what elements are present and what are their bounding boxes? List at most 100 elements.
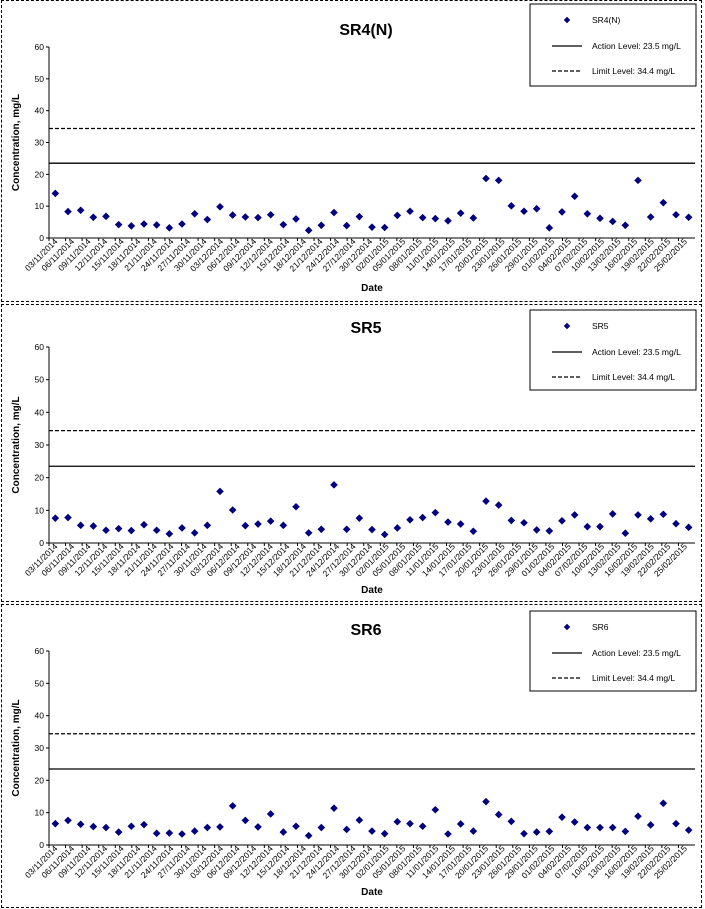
data-point (216, 203, 224, 211)
data-point (190, 210, 199, 218)
data-point (469, 827, 478, 835)
legend-box (529, 309, 697, 391)
data-point (190, 529, 199, 537)
data-point (431, 214, 440, 223)
data-point (570, 192, 579, 201)
data-point (266, 210, 275, 219)
data-point (431, 805, 440, 814)
data-point (76, 521, 85, 530)
data-point (570, 511, 579, 519)
data-point (342, 525, 351, 534)
data-point (469, 214, 478, 222)
x-axis-label: Date (361, 283, 383, 294)
data-point (165, 530, 174, 538)
legend-label-action: Action Level: 23.5 mg/L (592, 347, 681, 357)
y-tick-label: 30 (35, 743, 45, 753)
data-point (368, 223, 376, 231)
chart-title: SR6 (350, 622, 381, 639)
y-tick-label: 40 (35, 711, 45, 721)
y-axis-label: Concentration, mg/L (11, 699, 22, 796)
data-point (520, 207, 528, 216)
y-tick-label: 0 (39, 538, 44, 548)
data-point (165, 224, 174, 232)
data-point (127, 822, 136, 831)
data-point (254, 520, 262, 528)
legend-label-limit: Limit Level: 34.4 mg/L (592, 673, 675, 683)
y-tick-label: 40 (35, 407, 45, 417)
legend: SR6 Action Level: 23.5 mg/L Limit Level: 3… (529, 610, 697, 692)
data-point (659, 198, 668, 207)
data-point (165, 829, 174, 837)
data-point (646, 821, 655, 829)
data-point (114, 220, 123, 229)
data-point (279, 521, 288, 530)
legend: SR5 Action Level: 23.5 mg/L Limit Level: 3… (529, 309, 697, 391)
y-tick-label: 50 (35, 678, 45, 688)
data-point (140, 520, 148, 529)
data-point (646, 515, 655, 523)
legend-label-series: SR5 (592, 321, 609, 331)
data-point (570, 818, 579, 826)
data-point (114, 828, 123, 836)
legend-label-series: SR6 (592, 622, 609, 632)
data-point (279, 828, 288, 836)
data-point (456, 520, 465, 528)
data-point (545, 827, 554, 836)
data-point (532, 204, 541, 213)
data-point (456, 820, 465, 828)
data-point (203, 215, 212, 224)
data-point (482, 497, 490, 505)
data-point (89, 822, 98, 831)
data-point (393, 524, 402, 532)
data-point (634, 812, 642, 821)
data-point (64, 513, 72, 522)
data-point (51, 514, 60, 522)
data-point (355, 212, 364, 221)
data-point (152, 221, 161, 229)
y-tick-label: 30 (35, 440, 45, 450)
data-point (558, 516, 566, 525)
data-point (241, 521, 250, 530)
data-point (140, 820, 148, 829)
data-point (545, 527, 554, 535)
data-point (380, 829, 389, 838)
chart-panel-sr4n: SR4(N) 0 10 20 30 40 50 60 Concentration, mg/L 03… (1, 0, 702, 302)
data-point (292, 215, 300, 223)
data-point (684, 826, 693, 834)
data-point (469, 527, 478, 536)
data-point (596, 522, 604, 531)
data-point (482, 174, 490, 183)
data-point (102, 212, 110, 221)
y-axis-label: Concentration, mg/L (11, 94, 22, 191)
y-tick-label: 50 (35, 74, 45, 84)
data-point (418, 513, 427, 522)
data-point (317, 525, 326, 534)
data-point (64, 816, 72, 825)
chart-panel-sr5: SR5 0 10 20 30 40 50 60 Concentration, mg/L 03/11… (1, 304, 702, 602)
data-point (494, 810, 503, 819)
data-point (558, 813, 566, 821)
data-point (355, 514, 364, 522)
legend-box (529, 610, 697, 692)
data-point (304, 529, 313, 537)
legend-label-limit: Limit Level: 34.4 mg/L (592, 372, 675, 382)
data-point (254, 213, 262, 222)
y-tick-label: 40 (35, 106, 45, 116)
legend-box (529, 3, 697, 87)
data-point (444, 217, 452, 225)
data-point (216, 823, 224, 831)
data-point (418, 213, 427, 222)
data-point (241, 213, 250, 221)
data-point (583, 823, 592, 832)
y-tick-label: 60 (35, 42, 45, 52)
data-point (507, 202, 516, 210)
data-point (152, 526, 161, 535)
chart-title: SR4(N) (339, 22, 392, 39)
data-point (203, 823, 212, 832)
data-point (431, 508, 440, 517)
data-point (634, 511, 642, 519)
data-point (418, 822, 427, 831)
data-point (380, 530, 389, 539)
data-point (545, 224, 554, 232)
